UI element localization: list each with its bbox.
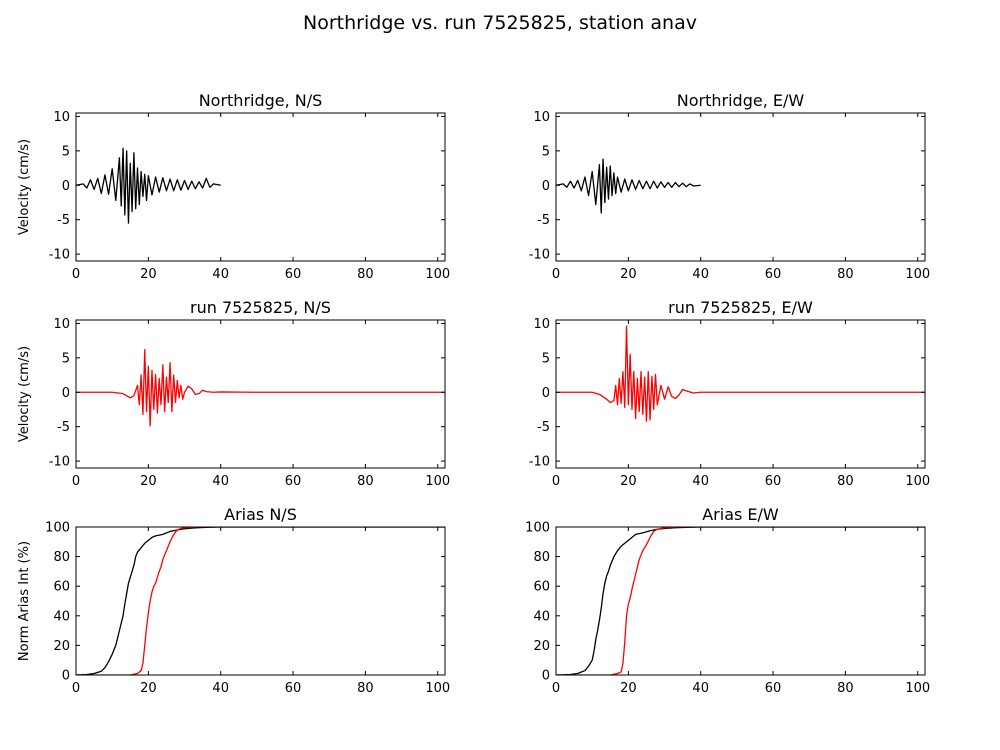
y-tick-label: 60 bbox=[53, 580, 70, 595]
y-axis-label: Velocity (cm/s) bbox=[17, 346, 32, 442]
x-tick-label: 40 bbox=[692, 474, 709, 489]
y-tick-label: 0 bbox=[62, 179, 70, 194]
y-tick-label: 0 bbox=[542, 669, 550, 684]
x-tick-label: 100 bbox=[905, 681, 930, 696]
x-tick-label: 40 bbox=[212, 267, 229, 282]
x-tick-label: 20 bbox=[140, 474, 157, 489]
axes-frame bbox=[75, 526, 446, 676]
series-line-1 bbox=[76, 527, 445, 675]
axes-frame bbox=[75, 319, 446, 469]
subplot-title: Arias E/W bbox=[702, 505, 779, 524]
y-tick-label: 5 bbox=[542, 144, 550, 159]
y-axis-label: Norm Arias Int (%) bbox=[17, 541, 32, 661]
x-tick-label: 60 bbox=[285, 267, 302, 282]
figure-title: Northridge vs. run 7525825, station anav bbox=[303, 12, 697, 34]
x-tick-label: 100 bbox=[425, 474, 450, 489]
y-tick-label: 0 bbox=[542, 179, 550, 194]
y-tick-label: -10 bbox=[529, 248, 550, 263]
y-tick-label: 100 bbox=[45, 521, 70, 536]
x-tick-label: 0 bbox=[72, 267, 80, 282]
y-tick-label: 80 bbox=[533, 550, 550, 565]
y-tick-label: -10 bbox=[49, 248, 70, 263]
y-tick-label: 0 bbox=[542, 386, 550, 401]
x-tick-label: 60 bbox=[765, 474, 782, 489]
subplot-title: Arias N/S bbox=[224, 505, 297, 524]
subplot-title: Northridge, E/W bbox=[677, 91, 805, 110]
x-tick-label: 60 bbox=[285, 474, 302, 489]
subplot-4: 0 20 40 60 80 100 10 5 0 -5 -10 run 7525825, E/W bbox=[529, 298, 930, 489]
y-tick-label: 80 bbox=[53, 550, 70, 565]
y-tick-label: 60 bbox=[533, 580, 550, 595]
y-tick-label: -5 bbox=[537, 420, 550, 435]
series-line-1 bbox=[76, 348, 445, 427]
subplot-6: 0 20 40 60 80 100 100 80 60 40 20 0 Arias E/W bbox=[525, 505, 930, 696]
axes-frame bbox=[75, 112, 446, 262]
x-tick-label: 0 bbox=[552, 267, 560, 282]
x-tick-label: 80 bbox=[357, 474, 374, 489]
subplot-3: 0 20 40 60 80 100 10 5 0 -5 -10 run 7525825, N/S Vel… bbox=[17, 298, 450, 489]
y-tick-label: 20 bbox=[533, 639, 550, 654]
y-tick-label: 0 bbox=[62, 386, 70, 401]
x-tick-label: 100 bbox=[905, 267, 930, 282]
x-tick-label: 80 bbox=[837, 681, 854, 696]
y-tick-label: -5 bbox=[57, 420, 70, 435]
x-tick-label: 80 bbox=[837, 474, 854, 489]
y-tick-label: 5 bbox=[62, 144, 70, 159]
subplot-5: 0 20 40 60 80 100 100 80 60 40 20 0 Arias N/S Norm Ar… bbox=[17, 505, 450, 696]
subplot-title: run 7525825, E/W bbox=[668, 298, 813, 317]
x-tick-label: 0 bbox=[72, 474, 80, 489]
x-tick-label: 40 bbox=[692, 267, 709, 282]
y-tick-label: 100 bbox=[525, 521, 550, 536]
x-tick-label: 0 bbox=[552, 474, 560, 489]
y-tick-label: 10 bbox=[533, 110, 550, 125]
x-tick-label: 100 bbox=[425, 681, 450, 696]
x-tick-label: 0 bbox=[72, 681, 80, 696]
x-tick-label: 40 bbox=[212, 681, 229, 696]
x-tick-label: 20 bbox=[620, 474, 637, 489]
subplot-title: run 7525825, N/S bbox=[190, 298, 331, 317]
x-tick-label: 60 bbox=[765, 267, 782, 282]
x-tick-label: 20 bbox=[620, 681, 637, 696]
series-line-1 bbox=[556, 325, 925, 422]
x-tick-label: 20 bbox=[140, 681, 157, 696]
x-tick-label: 80 bbox=[357, 681, 374, 696]
x-tick-label: 20 bbox=[620, 267, 637, 282]
x-tick-label: 0 bbox=[552, 681, 560, 696]
axes-frame bbox=[555, 319, 926, 469]
subplot-title: Northridge, N/S bbox=[199, 91, 323, 110]
y-tick-label: 5 bbox=[62, 351, 70, 366]
y-tick-label: 0 bbox=[62, 669, 70, 684]
x-tick-label: 40 bbox=[212, 474, 229, 489]
axes-frame bbox=[555, 526, 926, 676]
y-tick-label: -10 bbox=[49, 455, 70, 470]
y-axis-label: Velocity (cm/s) bbox=[17, 139, 32, 235]
subplot-2: 0 20 40 60 80 100 10 5 0 -5 -10 Northridge, E/W bbox=[529, 91, 930, 282]
x-tick-label: 20 bbox=[140, 267, 157, 282]
x-tick-label: 80 bbox=[837, 267, 854, 282]
y-tick-label: 10 bbox=[53, 110, 70, 125]
x-tick-label: 80 bbox=[357, 267, 374, 282]
x-tick-label: 100 bbox=[425, 267, 450, 282]
y-tick-label: -5 bbox=[537, 213, 550, 228]
y-tick-label: 40 bbox=[53, 609, 70, 624]
series-line-1 bbox=[76, 147, 221, 224]
y-tick-label: 40 bbox=[533, 609, 550, 624]
y-tick-label: 10 bbox=[533, 317, 550, 332]
y-tick-label: 5 bbox=[542, 351, 550, 366]
x-tick-label: 100 bbox=[905, 474, 930, 489]
series-line-1 bbox=[556, 158, 701, 214]
x-tick-label: 40 bbox=[692, 681, 709, 696]
axes-frame bbox=[555, 112, 926, 262]
y-tick-label: 10 bbox=[53, 317, 70, 332]
x-tick-label: 60 bbox=[285, 681, 302, 696]
y-tick-label: -10 bbox=[529, 455, 550, 470]
subplot-1: 0 20 40 60 80 100 10 5 0 -5 -10 Northridge, N/S Velo… bbox=[17, 91, 450, 282]
x-tick-label: 60 bbox=[765, 681, 782, 696]
y-tick-label: -5 bbox=[57, 213, 70, 228]
y-tick-label: 20 bbox=[53, 639, 70, 654]
